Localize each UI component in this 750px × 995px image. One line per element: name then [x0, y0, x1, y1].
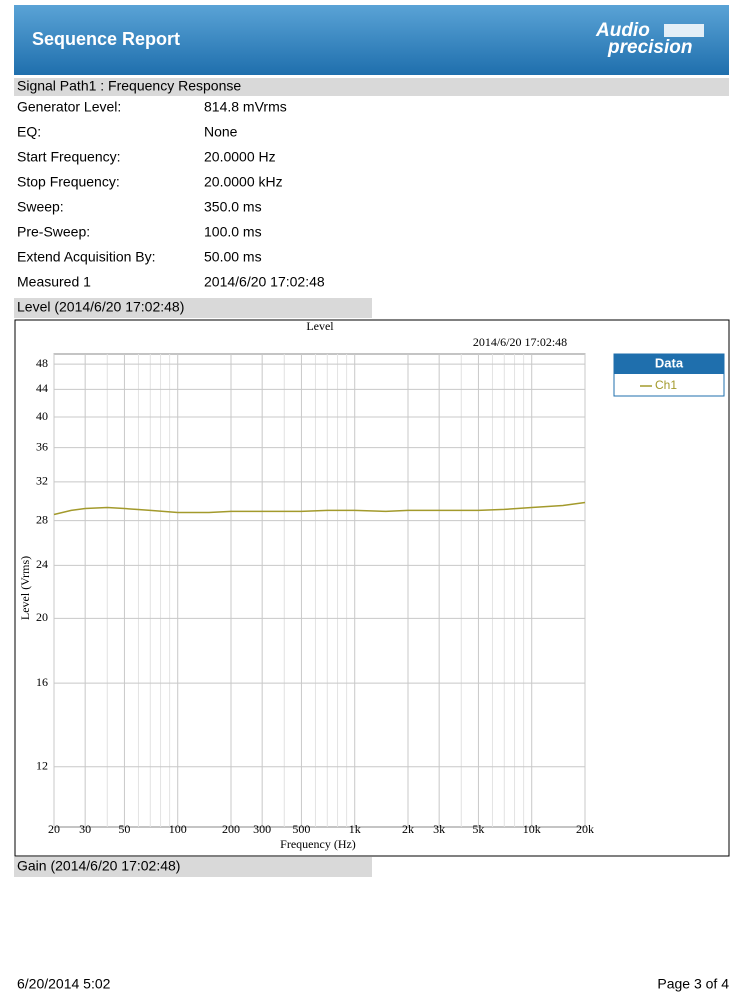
x-tick-label: 10k [523, 822, 541, 836]
x-tick-label: 20 [48, 822, 60, 836]
param-value: 20.0000 Hz [204, 149, 276, 165]
y-tick-label: 16 [36, 675, 48, 689]
params: Generator Level: 814.8 mVrms EQ: None Start … [17, 99, 325, 290]
param-value: 20.0000 kHz [204, 174, 283, 190]
header-bar [14, 5, 729, 75]
logo: Audio [595, 20, 650, 41]
y-tick-label: 32 [36, 474, 48, 488]
param-label: Extend Acquisition By: [17, 249, 156, 265]
legend-header [614, 354, 724, 374]
y-axis-label: Level (Vrms) [18, 556, 32, 620]
param-value: 350.0 ms [204, 199, 262, 215]
y-tick-label: 28 [36, 512, 48, 526]
param-label: Stop Frequency: [17, 174, 120, 190]
param-label: EQ: [17, 124, 41, 140]
param-label: Start Frequency: [17, 149, 121, 165]
x-tick-label: 1k [349, 822, 361, 836]
y-tick-label: 48 [36, 356, 48, 370]
section-title: Signal Path1 : Frequency Response [17, 78, 241, 94]
param-value: 100.0 ms [204, 224, 262, 240]
section-bar [14, 78, 729, 96]
gain-title: Gain (2014/6/20 17:02:48) [17, 858, 180, 874]
logo: precision [607, 37, 692, 58]
param-value: 814.8 mVrms [204, 99, 287, 115]
param-label: Pre-Sweep: [17, 224, 90, 240]
legend-entry: Ch1 [655, 378, 677, 392]
plot: 20 30 50 100 200 300 500 1k 2k 3k 5k 10k 20k 12 16 20 24… [36, 353, 594, 836]
section-bar [14, 857, 372, 877]
x-tick-label: 100 [169, 822, 187, 836]
y-tick-label: 44 [36, 381, 48, 395]
param-label: Generator Level: [17, 99, 121, 115]
section-bar [14, 298, 372, 318]
footer-date: 6/20/2014 5:02 [17, 976, 111, 992]
y-tick-label: 36 [36, 439, 48, 453]
x-axis-label: Frequency (Hz) [280, 837, 356, 851]
header-title: Sequence Report [32, 29, 180, 49]
x-tick-label: 3k [433, 822, 445, 836]
level-title: Level (2014/6/20 17:02:48) [17, 299, 184, 315]
param-value: 2014/6/20 17:02:48 [204, 274, 325, 290]
y-tick-label: 40 [36, 409, 48, 423]
x-tick-label: 2k [402, 822, 414, 836]
legend-title: Data [655, 355, 684, 370]
x-tick-label: 30 [79, 822, 91, 836]
y-tick-label: 12 [36, 758, 48, 772]
x-tick-label: 300 [253, 822, 271, 836]
param-value: None [204, 124, 238, 140]
param-label: Sweep: [17, 199, 64, 215]
chart-subtitle: 2014/6/20 17:02:48 [473, 335, 567, 349]
x-tick-label: 5k [472, 822, 484, 836]
chart-title: Level [306, 319, 334, 333]
y-tick-label: 24 [36, 557, 48, 571]
param-value: 50.00 ms [204, 249, 262, 265]
logo-bars [664, 24, 704, 37]
x-tick-label: 200 [222, 822, 240, 836]
footer-page: Page 3 of 4 [657, 976, 729, 992]
y-tick-label: 20 [36, 610, 48, 624]
param-label: Measured 1 [17, 274, 91, 290]
x-tick-label: 500 [292, 822, 310, 836]
data-line [53, 501, 586, 516]
x-tick-label: 20k [576, 822, 594, 836]
x-tick-label: 50 [118, 822, 130, 836]
plot-area [53, 353, 586, 828]
